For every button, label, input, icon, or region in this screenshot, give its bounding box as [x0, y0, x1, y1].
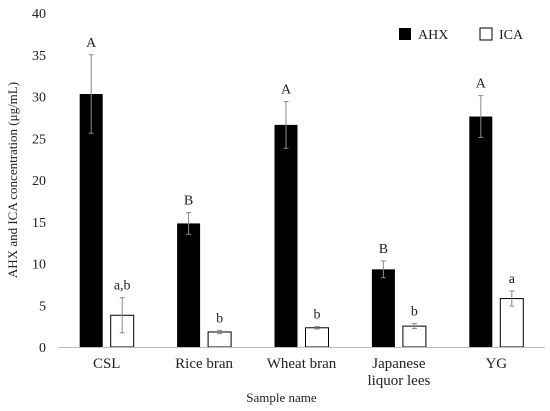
significance-label-ahx: A: [86, 36, 97, 51]
legend-swatch-ahx: [399, 28, 411, 40]
x-axis-title: Sample name: [246, 390, 317, 405]
legend-swatch-ica: [479, 27, 493, 41]
significance-label-ahx: B: [184, 194, 193, 209]
category-label: Rice bran: [175, 356, 233, 372]
bar-ica: [305, 327, 329, 348]
significance-label-ahx: A: [281, 83, 292, 98]
significance-label-ica: b: [314, 308, 321, 323]
bar-ica: [207, 331, 232, 348]
y-tick-label: 35: [32, 49, 46, 64]
y-tick-label: 0: [39, 341, 46, 356]
significance-label-ahx: A: [476, 77, 487, 92]
y-tick-label: 10: [32, 258, 46, 273]
significance-label-ica: b: [216, 311, 223, 326]
y-tick-label: 25: [32, 132, 46, 147]
y-tick-label: 20: [32, 174, 46, 189]
category-label: CSL: [93, 356, 121, 372]
significance-label-ica: a: [509, 272, 516, 287]
legend-label-ahx: AHX: [418, 28, 448, 43]
category-label: Japanese: [372, 356, 426, 372]
category-label: liquor lees: [367, 373, 430, 389]
significance-label-ahx: B: [379, 242, 388, 257]
bar-ahx: [274, 124, 298, 347]
bar-ahx: [371, 269, 395, 347]
bars: A B A B Aa,b b b b a: [79, 36, 524, 348]
y-axis-ticks: 0 5 10 15 20 25 30 35 40: [32, 7, 46, 356]
significance-label-ica: b: [411, 305, 418, 320]
y-tick-label: 15: [32, 216, 46, 231]
y-tick-label: 30: [32, 91, 46, 106]
legend: AHX ICA: [399, 27, 524, 43]
bar-ahx: [79, 93, 103, 348]
legend-label-ica: ICA: [499, 28, 524, 43]
y-axis-title: AHX and ICA concentration (μg/mL): [5, 82, 20, 278]
category-label: Wheat bran: [267, 356, 337, 372]
category-label: YG: [485, 356, 507, 372]
bar-ica: [402, 325, 427, 348]
bar-ahx: [469, 116, 493, 347]
bar-ahx: [177, 223, 201, 347]
significance-label-ica: a,b: [114, 279, 131, 294]
y-tick-label: 5: [39, 299, 46, 314]
y-tick-label: 40: [32, 7, 46, 22]
